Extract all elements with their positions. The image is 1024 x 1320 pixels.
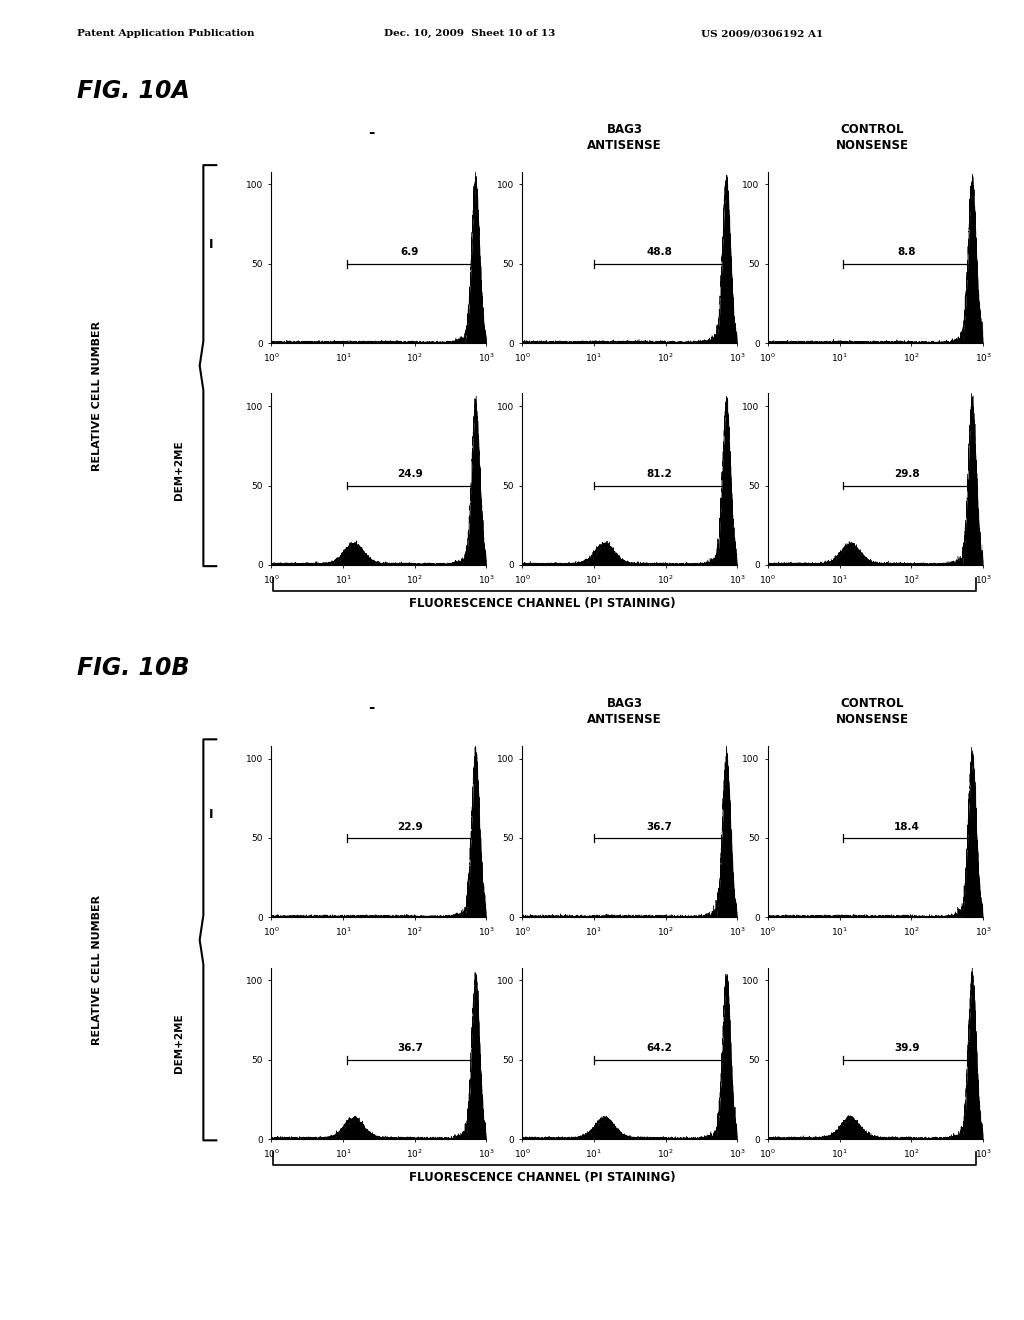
Text: BAG3
ANTISENSE: BAG3 ANTISENSE bbox=[588, 123, 662, 152]
Text: I: I bbox=[209, 808, 213, 821]
Text: 39.9: 39.9 bbox=[894, 1043, 920, 1053]
Text: 81.2: 81.2 bbox=[646, 469, 672, 479]
Text: 18.4: 18.4 bbox=[894, 821, 920, 832]
Text: 48.8: 48.8 bbox=[646, 247, 672, 257]
Text: CONTROL
NONSENSE: CONTROL NONSENSE bbox=[836, 123, 909, 152]
Text: DEM+2ME: DEM+2ME bbox=[174, 440, 184, 500]
Text: 36.7: 36.7 bbox=[397, 1043, 423, 1053]
Text: US 2009/0306192 A1: US 2009/0306192 A1 bbox=[701, 29, 823, 38]
Text: FLUORESCENCE CHANNEL (PI STAINING): FLUORESCENCE CHANNEL (PI STAINING) bbox=[410, 1171, 676, 1184]
Text: CONTROL
NONSENSE: CONTROL NONSENSE bbox=[836, 697, 909, 726]
Text: 36.7: 36.7 bbox=[646, 821, 672, 832]
Text: -: - bbox=[369, 125, 375, 140]
Text: 8.8: 8.8 bbox=[897, 247, 915, 257]
Text: Dec. 10, 2009  Sheet 10 of 13: Dec. 10, 2009 Sheet 10 of 13 bbox=[384, 29, 555, 38]
Text: 29.8: 29.8 bbox=[894, 469, 920, 479]
Text: 6.9: 6.9 bbox=[400, 247, 419, 257]
Text: Patent Application Publication: Patent Application Publication bbox=[77, 29, 254, 38]
Text: 64.2: 64.2 bbox=[646, 1043, 672, 1053]
Text: RELATIVE CELL NUMBER: RELATIVE CELL NUMBER bbox=[92, 895, 102, 1045]
Text: FIG. 10A: FIG. 10A bbox=[77, 79, 189, 103]
Text: RELATIVE CELL NUMBER: RELATIVE CELL NUMBER bbox=[92, 321, 102, 471]
Text: FIG. 10B: FIG. 10B bbox=[77, 656, 189, 680]
Text: BAG3
ANTISENSE: BAG3 ANTISENSE bbox=[588, 697, 662, 726]
Text: -: - bbox=[369, 700, 375, 714]
Text: I: I bbox=[209, 238, 213, 251]
Text: 24.9: 24.9 bbox=[397, 469, 423, 479]
Text: 22.9: 22.9 bbox=[397, 821, 423, 832]
Text: FLUORESCENCE CHANNEL (PI STAINING): FLUORESCENCE CHANNEL (PI STAINING) bbox=[410, 597, 676, 610]
Text: DEM+2ME: DEM+2ME bbox=[174, 1012, 184, 1073]
